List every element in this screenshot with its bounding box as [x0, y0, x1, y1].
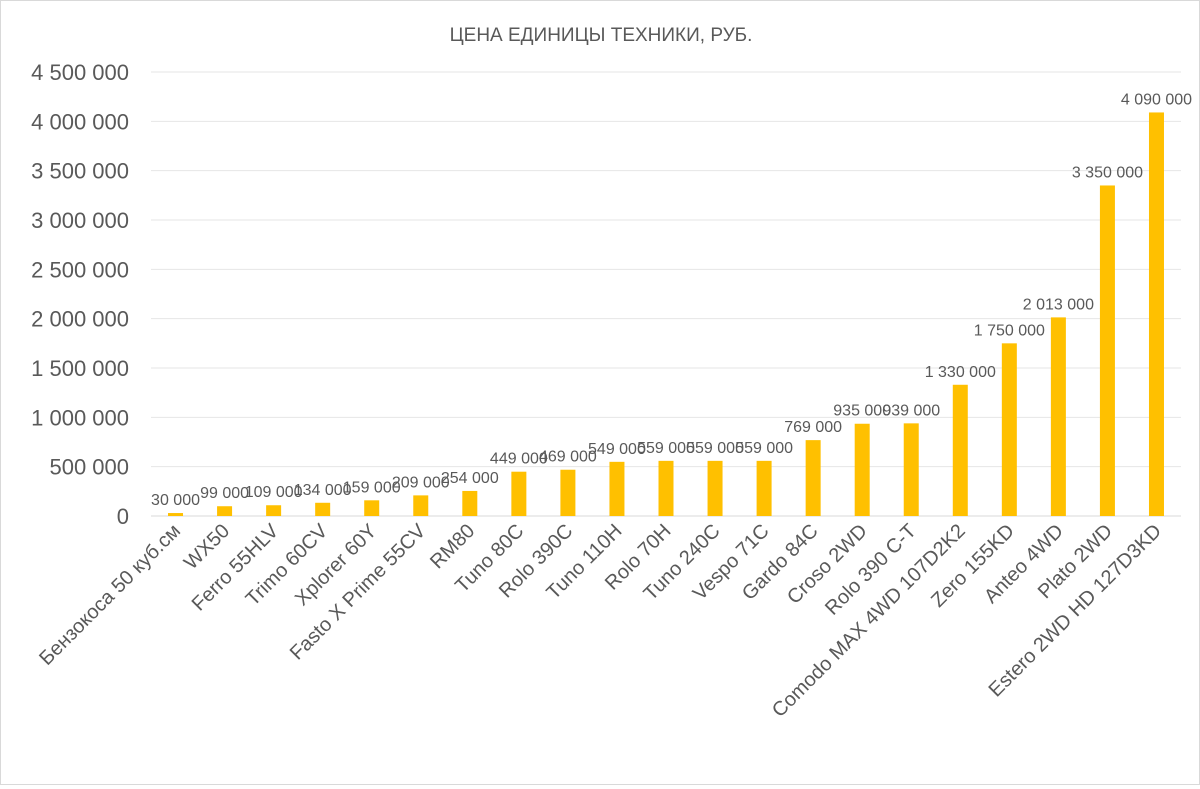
data-label: 769 000	[784, 419, 842, 436]
bar	[168, 513, 184, 516]
y-tick-label: 2 500 000	[31, 257, 129, 282]
y-tick-label: 4 500 000	[31, 60, 129, 85]
bar	[266, 505, 282, 516]
gridlines	[151, 71, 1181, 517]
bar	[609, 461, 625, 516]
data-label: 254 000	[441, 470, 499, 487]
bar	[560, 469, 576, 516]
bar	[413, 495, 429, 516]
y-tick-label: 0	[117, 504, 129, 529]
data-label: 559 000	[735, 440, 793, 457]
y-tick-label: 2 000 000	[31, 307, 129, 332]
y-tick-label: 1 500 000	[31, 356, 129, 381]
data-label: 30 000	[151, 492, 200, 509]
bar	[707, 460, 723, 516]
bar	[658, 460, 674, 516]
data-label: 469 000	[539, 449, 597, 466]
bar	[1001, 343, 1017, 516]
bar	[854, 423, 870, 516]
bar	[364, 500, 380, 516]
bars	[168, 112, 1164, 516]
y-tick-label: 3 000 000	[31, 208, 129, 233]
data-label: 559 000	[637, 440, 695, 457]
bar	[805, 440, 821, 516]
data-label: 3 350 000	[1072, 164, 1143, 181]
data-label: 939 000	[882, 402, 940, 419]
data-label: 109 000	[245, 484, 303, 501]
data-label: 559 000	[686, 440, 744, 457]
data-label: 209 000	[392, 474, 450, 491]
data-label: 4 090 000	[1121, 91, 1192, 108]
bar	[1148, 112, 1164, 516]
data-label: 159 000	[343, 479, 401, 496]
bar	[462, 490, 478, 516]
bar	[217, 506, 233, 516]
y-tick-label: 3 500 000	[31, 159, 129, 184]
data-label: 935 000	[833, 403, 891, 420]
y-axis-ticks: 0 500 000 1 000 000 1 500 000 2 000 000 2 500…	[31, 60, 129, 529]
data-label: 99 000	[200, 485, 249, 502]
data-label: 449 000	[490, 451, 548, 468]
bar	[315, 502, 331, 516]
data-label: 1 330 000	[925, 364, 996, 381]
bar	[903, 423, 919, 516]
data-label: 2 013 000	[1023, 296, 1094, 313]
bar	[511, 471, 527, 516]
y-tick-label: 1 000 000	[31, 405, 129, 430]
bar	[1050, 317, 1066, 516]
bar	[756, 460, 772, 516]
bar	[952, 384, 968, 516]
data-label: 1 750 000	[974, 322, 1045, 339]
chart-title: ЦЕНА ЕДИНИЦЫ ТЕХНИКИ, РУБ.	[450, 25, 753, 46]
x-tick-label: Бензокоса 50 куб.см	[35, 520, 185, 670]
bar	[1099, 185, 1115, 516]
data-label: 549 000	[588, 441, 646, 458]
data-label: 134 000	[294, 482, 352, 499]
y-tick-label: 4 000 000	[31, 109, 129, 134]
y-tick-label: 500 000	[49, 455, 129, 480]
